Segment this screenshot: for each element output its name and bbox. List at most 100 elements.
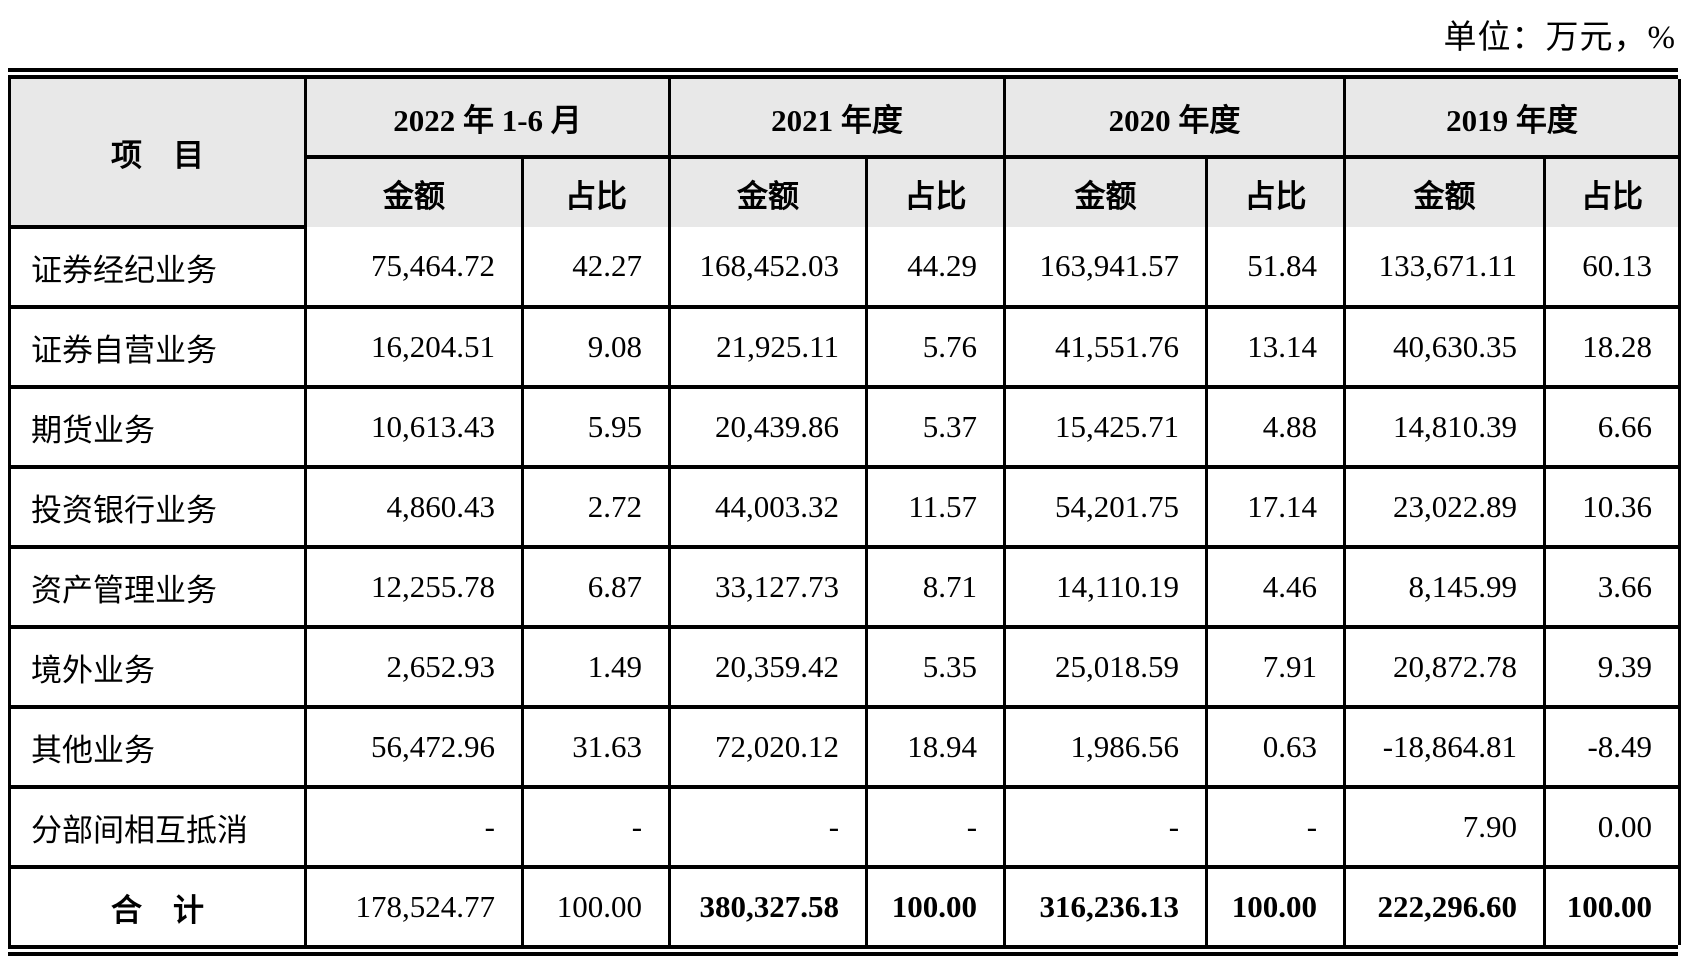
amount-cell: 133,671.11 bbox=[1343, 227, 1547, 309]
item-label-cell: 分部间相互抵消 bbox=[8, 785, 307, 869]
item-label-cell: 境外业务 bbox=[8, 625, 307, 709]
amount-cell: 72,020.12 bbox=[668, 705, 869, 789]
year-header-2022: 2022 年 1-6 月 bbox=[303, 79, 672, 159]
item-header-cell: 项 目 bbox=[8, 79, 307, 229]
ratio-header: 占比 bbox=[865, 155, 1007, 227]
ratio-cell: 17.14 bbox=[1205, 465, 1347, 549]
ratio-cell: 13.14 bbox=[1205, 305, 1347, 389]
amount-cell: 12,255.78 bbox=[304, 545, 524, 629]
ratio-cell: 18.94 bbox=[865, 705, 1007, 789]
amount-cell: 16,204.51 bbox=[304, 305, 524, 389]
table-row: 期货业务 10,613.43 5.95 20,439.86 5.37 15,42… bbox=[8, 385, 1682, 469]
ratio-cell: 44.29 bbox=[865, 227, 1007, 309]
table-row: 其他业务 56,472.96 31.63 72,020.12 18.94 1,9… bbox=[8, 705, 1682, 789]
ratio-header: 占比 bbox=[1543, 155, 1682, 227]
ratio-cell: 4.88 bbox=[1205, 385, 1347, 469]
item-label-cell: 期货业务 bbox=[8, 385, 307, 469]
ratio-header: 占比 bbox=[520, 155, 672, 227]
ratio-cell: -8.49 bbox=[1543, 705, 1682, 789]
amount-header: 金额 bbox=[1003, 155, 1209, 227]
ratio-cell: 8.71 bbox=[865, 545, 1007, 629]
amount-cell: 178,524.77 bbox=[304, 865, 524, 945]
item-label-cell: 其他业务 bbox=[8, 705, 307, 789]
ratio-cell: 11.57 bbox=[865, 465, 1007, 549]
ratio-cell: 7.91 bbox=[1205, 625, 1347, 709]
table-row: 资产管理业务 12,255.78 6.87 33,127.73 8.71 14,… bbox=[8, 545, 1682, 629]
amount-header: 金额 bbox=[1343, 155, 1547, 227]
ratio-cell: 4.46 bbox=[1205, 545, 1347, 629]
amount-cell: 23,022.89 bbox=[1343, 465, 1547, 549]
total-label-cell: 合 计 bbox=[8, 865, 307, 945]
amount-header: 金额 bbox=[304, 155, 524, 227]
amount-cell: 44,003.32 bbox=[668, 465, 869, 549]
item-label-cell: 投资银行业务 bbox=[8, 465, 307, 549]
amount-cell: 75,464.72 bbox=[304, 227, 524, 309]
ratio-cell: 31.63 bbox=[520, 705, 672, 789]
amount-cell: -18,864.81 bbox=[1343, 705, 1547, 789]
ratio-cell: 10.36 bbox=[1543, 465, 1682, 549]
amount-cell: 40,630.35 bbox=[1343, 305, 1547, 389]
ratio-cell: 100.00 bbox=[520, 865, 672, 945]
amount-cell: 20,359.42 bbox=[668, 625, 869, 709]
amount-cell: 15,425.71 bbox=[1003, 385, 1209, 469]
table-row: 证券经纪业务 75,464.72 42.27 168,452.03 44.29 … bbox=[8, 227, 1682, 309]
ratio-cell: 0.00 bbox=[1543, 785, 1682, 869]
ratio-cell: 1.49 bbox=[520, 625, 672, 709]
header-row-years: 项 目 2022 年 1-6 月 2021 年度 2020 年度 2019 年度 bbox=[8, 79, 1682, 229]
amount-cell: 20,439.86 bbox=[668, 385, 869, 469]
ratio-cell: 0.63 bbox=[1205, 705, 1347, 789]
year-header-2019: 2019 年度 bbox=[1343, 79, 1682, 159]
amount-cell: 14,110.19 bbox=[1003, 545, 1209, 629]
amount-cell: 56,472.96 bbox=[304, 705, 524, 789]
ratio-cell: 100.00 bbox=[1543, 865, 1682, 945]
financial-table-frame: 项 目 2022 年 1-6 月 2021 年度 2020 年度 2019 年度… bbox=[8, 68, 1682, 956]
amount-cell: 33,127.73 bbox=[668, 545, 869, 629]
ratio-cell: 51.84 bbox=[1205, 227, 1347, 309]
table-row: 境外业务 2,652.93 1.49 20,359.42 5.35 25,018… bbox=[8, 625, 1682, 709]
amount-cell: - bbox=[304, 785, 524, 869]
amount-cell: 222,296.60 bbox=[1343, 865, 1547, 945]
ratio-cell: 100.00 bbox=[1205, 865, 1347, 945]
unit-label: 单位：万元，% bbox=[1443, 20, 1676, 56]
financial-table: 项 目 2022 年 1-6 月 2021 年度 2020 年度 2019 年度… bbox=[8, 79, 1682, 945]
ratio-cell: 60.13 bbox=[1543, 227, 1682, 309]
ratio-cell: 18.28 bbox=[1543, 305, 1682, 389]
amount-cell: - bbox=[1003, 785, 1209, 869]
table-row: 投资银行业务 4,860.43 2.72 44,003.32 11.57 54,… bbox=[8, 465, 1682, 549]
amount-header: 金额 bbox=[668, 155, 869, 227]
amount-cell: 54,201.75 bbox=[1003, 465, 1209, 549]
amount-cell: - bbox=[668, 785, 869, 869]
ratio-cell: - bbox=[865, 785, 1007, 869]
year-header-2021: 2021 年度 bbox=[668, 79, 1007, 159]
ratio-header: 占比 bbox=[1205, 155, 1347, 227]
amount-cell: 14,810.39 bbox=[1343, 385, 1547, 469]
amount-cell: 163,941.57 bbox=[1003, 227, 1209, 309]
amount-cell: 20,872.78 bbox=[1343, 625, 1547, 709]
ratio-cell: 9.39 bbox=[1543, 625, 1682, 709]
ratio-cell: 9.08 bbox=[520, 305, 672, 389]
item-label-cell: 资产管理业务 bbox=[8, 545, 307, 629]
amount-cell: 2,652.93 bbox=[304, 625, 524, 709]
item-label-cell: 证券经纪业务 bbox=[8, 227, 307, 309]
amount-cell: 380,327.58 bbox=[668, 865, 869, 945]
ratio-cell: - bbox=[1205, 785, 1347, 869]
header-row-subcolumns: 金额 占比 金额 占比 金额 占比 金额 占比 bbox=[10, 155, 1682, 227]
amount-cell: 10,613.43 bbox=[304, 385, 524, 469]
ratio-cell: - bbox=[520, 785, 672, 869]
table-row: 分部间相互抵消 - - - - - - 7.90 0.00 bbox=[8, 785, 1682, 869]
ratio-cell: 5.37 bbox=[865, 385, 1007, 469]
ratio-cell: 6.87 bbox=[520, 545, 672, 629]
ratio-cell: 6.66 bbox=[1543, 385, 1682, 469]
amount-cell: 21,925.11 bbox=[668, 305, 869, 389]
ratio-cell: 2.72 bbox=[520, 465, 672, 549]
amount-cell: 4,860.43 bbox=[304, 465, 524, 549]
ratio-cell: 42.27 bbox=[520, 227, 672, 309]
ratio-cell: 3.66 bbox=[1543, 545, 1682, 629]
amount-cell: 41,551.76 bbox=[1003, 305, 1209, 389]
total-row: 合 计 178,524.77 100.00 380,327.58 100.00 … bbox=[8, 865, 1682, 945]
amount-cell: 25,018.59 bbox=[1003, 625, 1209, 709]
amount-cell: 316,236.13 bbox=[1003, 865, 1209, 945]
ratio-cell: 5.35 bbox=[865, 625, 1007, 709]
amount-cell: 168,452.03 bbox=[668, 227, 869, 309]
